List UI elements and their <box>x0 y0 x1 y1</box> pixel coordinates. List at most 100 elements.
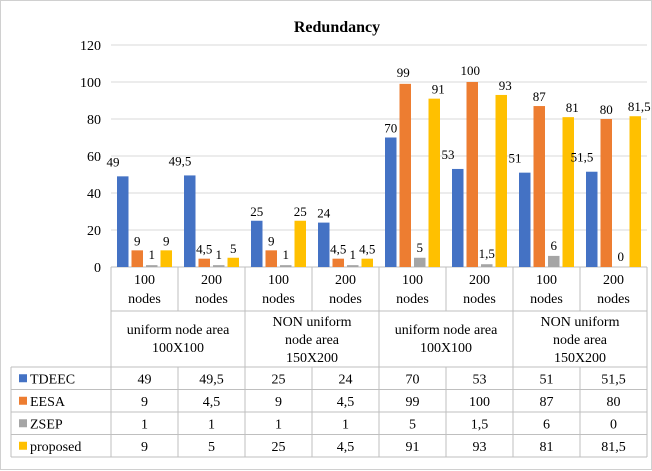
legend-swatch-eesa <box>19 396 27 405</box>
data-label-tdeec-6: 51 <box>509 151 522 166</box>
category-label: 200 <box>603 273 624 288</box>
bar-eesa-1 <box>198 258 210 267</box>
bar-tdeec-4 <box>385 137 397 267</box>
data-label-zsep-3: 1 <box>350 247 357 262</box>
data-label-proposed-1: 5 <box>230 241 237 256</box>
data-label-eesa-3: 4,5 <box>330 242 346 257</box>
group-label: 150X200 <box>554 351 606 366</box>
category-label: 100 <box>134 273 155 288</box>
data-label-proposed-3: 4,5 <box>359 242 375 257</box>
data-label-eesa-6: 87 <box>533 89 547 104</box>
data-label-eesa-1: 4,5 <box>196 242 212 257</box>
group-label: 100X100 <box>420 341 472 356</box>
y-tick-label: 100 <box>80 76 101 91</box>
bar-proposed-4 <box>428 98 440 268</box>
group-label: node area <box>285 333 340 348</box>
bar-eesa-4 <box>399 83 411 267</box>
data-label-tdeec-4: 70 <box>384 121 397 136</box>
y-tick-label: 20 <box>87 224 101 239</box>
table-cell-zsep-4: 5 <box>409 417 416 432</box>
table-cell-tdeec-3: 24 <box>339 372 353 387</box>
group-label: NON uniform <box>541 315 620 330</box>
y-tick-label: 80 <box>87 113 101 128</box>
table-cell-eesa-0: 9 <box>141 395 148 410</box>
table-cell-proposed-1: 5 <box>208 440 215 455</box>
table-cell-zsep-7: 0 <box>610 417 617 432</box>
bar-eesa-6 <box>533 106 545 267</box>
data-label-proposed-2: 25 <box>294 204 307 219</box>
category-label: 100 <box>402 273 423 288</box>
data-label-eesa-7: 80 <box>600 102 613 117</box>
legend-swatch-proposed <box>19 441 27 450</box>
chart-title: Redundancy <box>294 19 380 36</box>
table-cell-eesa-4: 99 <box>406 395 420 410</box>
data-label-proposed-6: 81 <box>566 100 579 115</box>
table-cell-eesa-7: 80 <box>607 395 621 410</box>
data-label-eesa-5: 100 <box>461 63 481 78</box>
category-label: 200 <box>469 273 490 288</box>
data-label-proposed-4: 91 <box>432 82 445 97</box>
table-cell-tdeec-4: 70 <box>406 372 420 387</box>
legend-label-eesa: EESA <box>30 395 66 410</box>
y-axis: 0 20 40 60 80 100 120 <box>80 39 101 276</box>
table-cell-tdeec-6: 51 <box>540 372 554 387</box>
group-label: NON uniform <box>273 315 352 330</box>
data-label-zsep-1: 1 <box>216 247 223 262</box>
table-cell-zsep-3: 1 <box>342 417 349 432</box>
category-label: nodes <box>396 292 429 307</box>
data-label-zsep-6: 6 <box>551 238 558 253</box>
category-label: nodes <box>329 292 362 307</box>
bar-eesa-2 <box>265 250 277 267</box>
group-label: 150X200 <box>286 351 338 366</box>
group-label: 100X100 <box>152 341 204 356</box>
bar-eesa-7 <box>600 119 612 267</box>
table-cell-zsep-6: 6 <box>543 417 550 432</box>
table-cell-tdeec-1: 49,5 <box>199 372 224 387</box>
bar-proposed-6 <box>562 117 574 268</box>
y-tick-label: 0 <box>94 261 101 276</box>
table-cell-tdeec-0: 49 <box>138 372 152 387</box>
bar-tdeec-3 <box>318 222 330 267</box>
category-label: 200 <box>201 273 222 288</box>
legend-label-tdeec: TDEEC <box>30 372 75 387</box>
bar-tdeec-0 <box>117 176 129 267</box>
category-label: 200 <box>335 273 356 288</box>
bar-tdeec-7 <box>586 171 598 267</box>
bar-tdeec-6 <box>519 172 531 267</box>
table-cell-proposed-3: 4,5 <box>337 440 355 455</box>
legend-swatch-tdeec <box>19 374 27 383</box>
table-cell-zsep-1: 1 <box>208 417 215 432</box>
bar-proposed-7 <box>629 116 641 267</box>
category-label: nodes <box>463 292 496 307</box>
data-label-zsep-0: 1 <box>149 247 156 262</box>
legend-swatch-zsep <box>19 419 27 428</box>
category-label: nodes <box>597 292 630 307</box>
table-cell-proposed-7: 81,5 <box>601 440 626 455</box>
table-cell-proposed-5: 93 <box>473 440 487 455</box>
data-label-eesa-4: 99 <box>397 65 410 80</box>
y-tick-label: 60 <box>87 150 101 165</box>
bars <box>117 82 641 268</box>
data-label-eesa-0: 9 <box>134 233 141 248</box>
bar-eesa-5 <box>466 82 478 267</box>
table-cell-zsep-0: 1 <box>141 417 148 432</box>
data-label-tdeec-1: 49,5 <box>169 153 192 168</box>
data-label-proposed-0: 9 <box>163 233 170 248</box>
data-label-tdeec-7: 51,5 <box>571 150 594 165</box>
table-cell-eesa-2: 9 <box>275 395 282 410</box>
table-cell-tdeec-7: 51,5 <box>601 372 626 387</box>
data-label-tdeec-2: 25 <box>250 204 263 219</box>
legend-label-proposed: proposed <box>30 440 81 455</box>
bar-tdeec-5 <box>452 168 464 267</box>
bar-proposed-2 <box>294 220 306 267</box>
category-label: nodes <box>530 292 563 307</box>
data-label-eesa-2: 9 <box>268 233 275 248</box>
table-cell-eesa-6: 87 <box>540 395 554 410</box>
data-label-tdeec-5: 53 <box>442 147 455 162</box>
bar-proposed-0 <box>160 250 172 267</box>
table-cell-tdeec-2: 25 <box>272 372 286 387</box>
bar-eesa-3 <box>332 258 344 267</box>
bar-tdeec-1 <box>184 175 196 267</box>
category-label: 100 <box>536 273 557 288</box>
